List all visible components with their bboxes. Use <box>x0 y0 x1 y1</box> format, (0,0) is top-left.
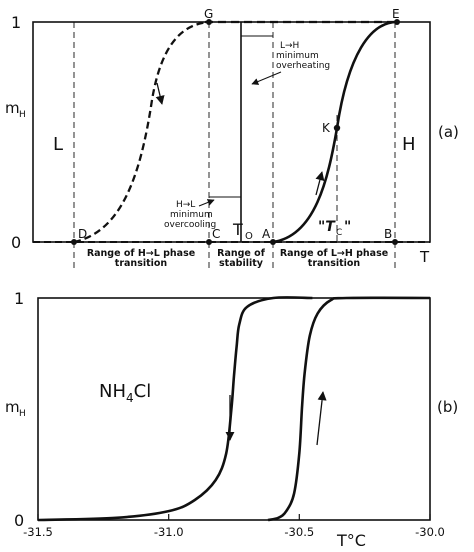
point-a <box>270 239 276 245</box>
tc-label-text: "T <box>318 219 336 235</box>
point-c <box>206 239 212 245</box>
annotation-overcooling: H→L minimum overcooling <box>164 196 241 230</box>
phase-label-low: L <box>53 134 63 155</box>
curve-h-to-l <box>73 20 210 244</box>
tc-label-sub: C <box>336 228 342 238</box>
panel-b-y-axis-label-sub: H <box>19 409 26 419</box>
panel-a-label: (a) <box>438 123 459 141</box>
arrow-up-heating-b <box>316 391 327 446</box>
panel-b-frame <box>37 297 431 521</box>
panel-b-label: (b) <box>437 398 458 416</box>
x-axis-unit: °C <box>347 531 366 550</box>
ann-overcooling-title: H→L <box>176 200 195 210</box>
arrow-up-heating <box>315 171 325 196</box>
ann-overheating-line1: minimum <box>276 51 319 61</box>
vertical-guides <box>73 22 396 268</box>
x-tick-label: -30.5 <box>284 525 314 539</box>
point-g <box>206 19 212 25</box>
point-e <box>394 19 400 25</box>
x-axis-main: T <box>336 531 347 550</box>
point-d <box>71 239 77 245</box>
range-lh-line2: transition <box>308 258 361 269</box>
arrow-overcooling <box>198 199 215 207</box>
point-label-d: D <box>78 227 87 241</box>
phase-label-high: H <box>402 134 416 155</box>
ann-overcooling-line2: overcooling <box>164 220 216 230</box>
arrow-overheating <box>251 71 282 85</box>
panel-b-x-axis-label: T°C <box>336 531 366 550</box>
x-tick-label: -30.0 <box>415 525 445 539</box>
tc-label-close: " <box>344 219 351 235</box>
panel-b-y-tick-one: 1 <box>14 289 24 308</box>
t0-label-sub: O <box>245 231 253 242</box>
ann-overheating-line2: overheating <box>276 61 330 71</box>
compound-pre: NH <box>99 381 126 402</box>
point-label-c: C <box>212 227 220 241</box>
range-stab-line2: stability <box>219 258 264 269</box>
ann-overheating-title: L→H <box>280 41 299 51</box>
arrow-down-cooling <box>155 82 165 105</box>
compound-label: NH4Cl <box>99 381 151 405</box>
point-label-k: K <box>322 121 331 135</box>
point-label-g: G <box>204 7 213 21</box>
panel-a-y-axis-label-sub: H <box>19 110 26 120</box>
x-tick-label: -31.5 <box>23 525 53 539</box>
panel-b-y-axis-label: m <box>5 398 20 416</box>
x-tick-marks <box>37 514 431 520</box>
range-hl-line2: transition <box>115 258 168 269</box>
point-label-b: B <box>384 227 392 241</box>
panel-b-curves <box>37 296 431 522</box>
panel-a: 1 0 m H L H (a) T O T <box>5 7 459 269</box>
panel-a-x-axis-label: T <box>419 248 430 266</box>
panel-a-y-tick-zero: 0 <box>11 233 21 252</box>
t0-label: T <box>232 220 243 239</box>
series-cooling-line <box>37 296 313 522</box>
panel-a-frame <box>32 21 431 243</box>
panel-b: 1 0 m H (b) NH4Cl -31.5 -31.0 -30.5 -30.… <box>5 289 458 550</box>
range-stab-line1: Range of <box>217 248 266 259</box>
compound-sub: 4 <box>126 391 134 405</box>
panel-a-y-tick-one: 1 <box>11 13 21 32</box>
tc-label: "T C " <box>318 219 351 238</box>
range-hl-line1: Range of H→L phase <box>87 248 195 259</box>
range-labels: Range of H→L phase transition Range of s… <box>87 248 388 269</box>
point-label-a: A <box>262 227 271 241</box>
ann-overcooling-line1: minimum <box>170 210 213 220</box>
annotation-overheating: L→H minimum overheating <box>241 35 330 85</box>
point-b <box>392 239 398 245</box>
point-label-e: E <box>392 7 400 21</box>
panel-a-y-axis-label: m <box>5 99 20 117</box>
points <box>71 19 400 245</box>
point-k <box>333 124 341 132</box>
series-heating-line <box>267 296 431 522</box>
x-tick-label: -31.0 <box>154 525 184 539</box>
panel-b-y-tick-zero: 0 <box>14 511 24 530</box>
range-lh-line1: Range of L→H phase <box>280 248 388 259</box>
compound-post: Cl <box>134 381 152 402</box>
